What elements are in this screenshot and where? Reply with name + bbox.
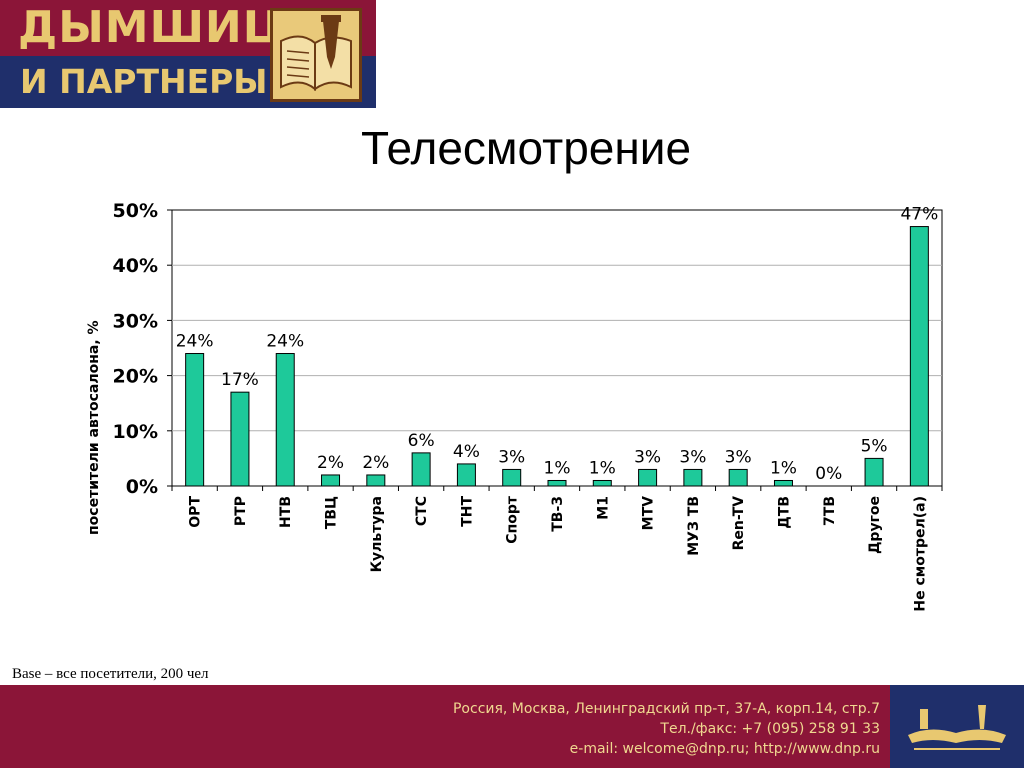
footer-emblem-icon (890, 685, 1024, 768)
data-label: 5% (861, 436, 888, 456)
y-tick-label: 20% (113, 366, 158, 388)
data-label: 47% (900, 205, 938, 225)
category-label: МУЗ ТВ (686, 496, 702, 556)
bar (728, 468, 748, 487)
bar (683, 468, 703, 487)
bar (547, 479, 567, 487)
y-tick-label: 10% (113, 421, 158, 443)
bar (638, 468, 658, 487)
data-label: 24% (266, 332, 304, 352)
data-label: 6% (408, 431, 435, 451)
bar (773, 479, 793, 487)
bar (864, 457, 884, 487)
footer-contacts: e-mail: welcome@dnp.ru; http://www.dnp.r… (569, 741, 880, 757)
bar (275, 353, 295, 487)
logo-name: ДЫМШИЦ (18, 2, 285, 53)
base-note: Base – все посетители, 200 чел (12, 666, 209, 682)
y-tick-label: 30% (113, 310, 158, 332)
bar (411, 452, 431, 487)
logo-subtitle: И ПАРТНЕРЫ (20, 62, 268, 101)
category-label: Культура (369, 496, 385, 572)
data-label: 2% (362, 453, 389, 473)
category-label: Другое (867, 496, 883, 554)
footer-band: Россия, Москва, Ленинградский пр-т, 37-А… (0, 685, 890, 768)
bar (909, 226, 929, 487)
category-label: ТВЦ (324, 496, 340, 529)
y-axis-label: посетители автосалона, % (86, 320, 102, 535)
bar (456, 463, 476, 487)
y-tick-label: 40% (113, 255, 158, 277)
category-label: Спорт (505, 495, 521, 544)
category-label: ТВ-3 (550, 496, 566, 532)
category-label: Не смотрел(а) (912, 496, 928, 612)
data-label: 1% (770, 458, 797, 478)
company-logo: ДЫМШИЦ И ПАРТНЕРЫ (0, 0, 376, 108)
footer: Россия, Москва, Ленинградский пр-т, 37-А… (0, 685, 1024, 768)
y-tick-label: 0% (126, 476, 158, 498)
bar (230, 391, 250, 487)
category-label: ОРТ (188, 496, 204, 528)
plot-area (171, 209, 943, 487)
category-label: СТС (414, 496, 430, 526)
data-label: 3% (634, 447, 661, 467)
data-label: 2% (317, 453, 344, 473)
category-label: MTV (641, 496, 657, 530)
bar (366, 474, 386, 487)
y-tick-label: 50% (113, 200, 158, 222)
category-label: Ren-TV (731, 496, 747, 551)
data-label: 3% (498, 447, 525, 467)
category-label: М1 (595, 496, 611, 520)
data-label: 4% (453, 442, 480, 462)
category-label: НТВ (278, 496, 294, 528)
data-label: 1% (544, 458, 571, 478)
footer-phone: Тел./факс: +7 (095) 258 91 33 (660, 721, 880, 737)
footer-address: Россия, Москва, Ленинградский пр-т, 37-А… (452, 701, 880, 717)
data-label: 24% (176, 332, 214, 352)
bar (592, 479, 612, 487)
category-label: ТНТ (459, 496, 475, 527)
category-label: РТР (233, 496, 249, 526)
data-label: 3% (725, 447, 752, 467)
bar-chart: 0% 10% 20% 30% 40% 50% 24% ОРТ 17% РТР 24% НТВ 2% ТВ… (86, 200, 943, 612)
bar (502, 468, 522, 487)
book-pen-emblem-icon (270, 8, 362, 102)
data-label: 1% (589, 458, 616, 478)
category-label: ДТВ (776, 496, 792, 529)
data-label: 3% (679, 447, 706, 467)
category-label: 7ТВ (822, 496, 838, 526)
data-label: 17% (221, 370, 259, 390)
page-title: Телесмотрение (360, 122, 692, 174)
data-label: 0% (815, 464, 842, 484)
bar (185, 353, 205, 487)
bar (321, 474, 341, 487)
